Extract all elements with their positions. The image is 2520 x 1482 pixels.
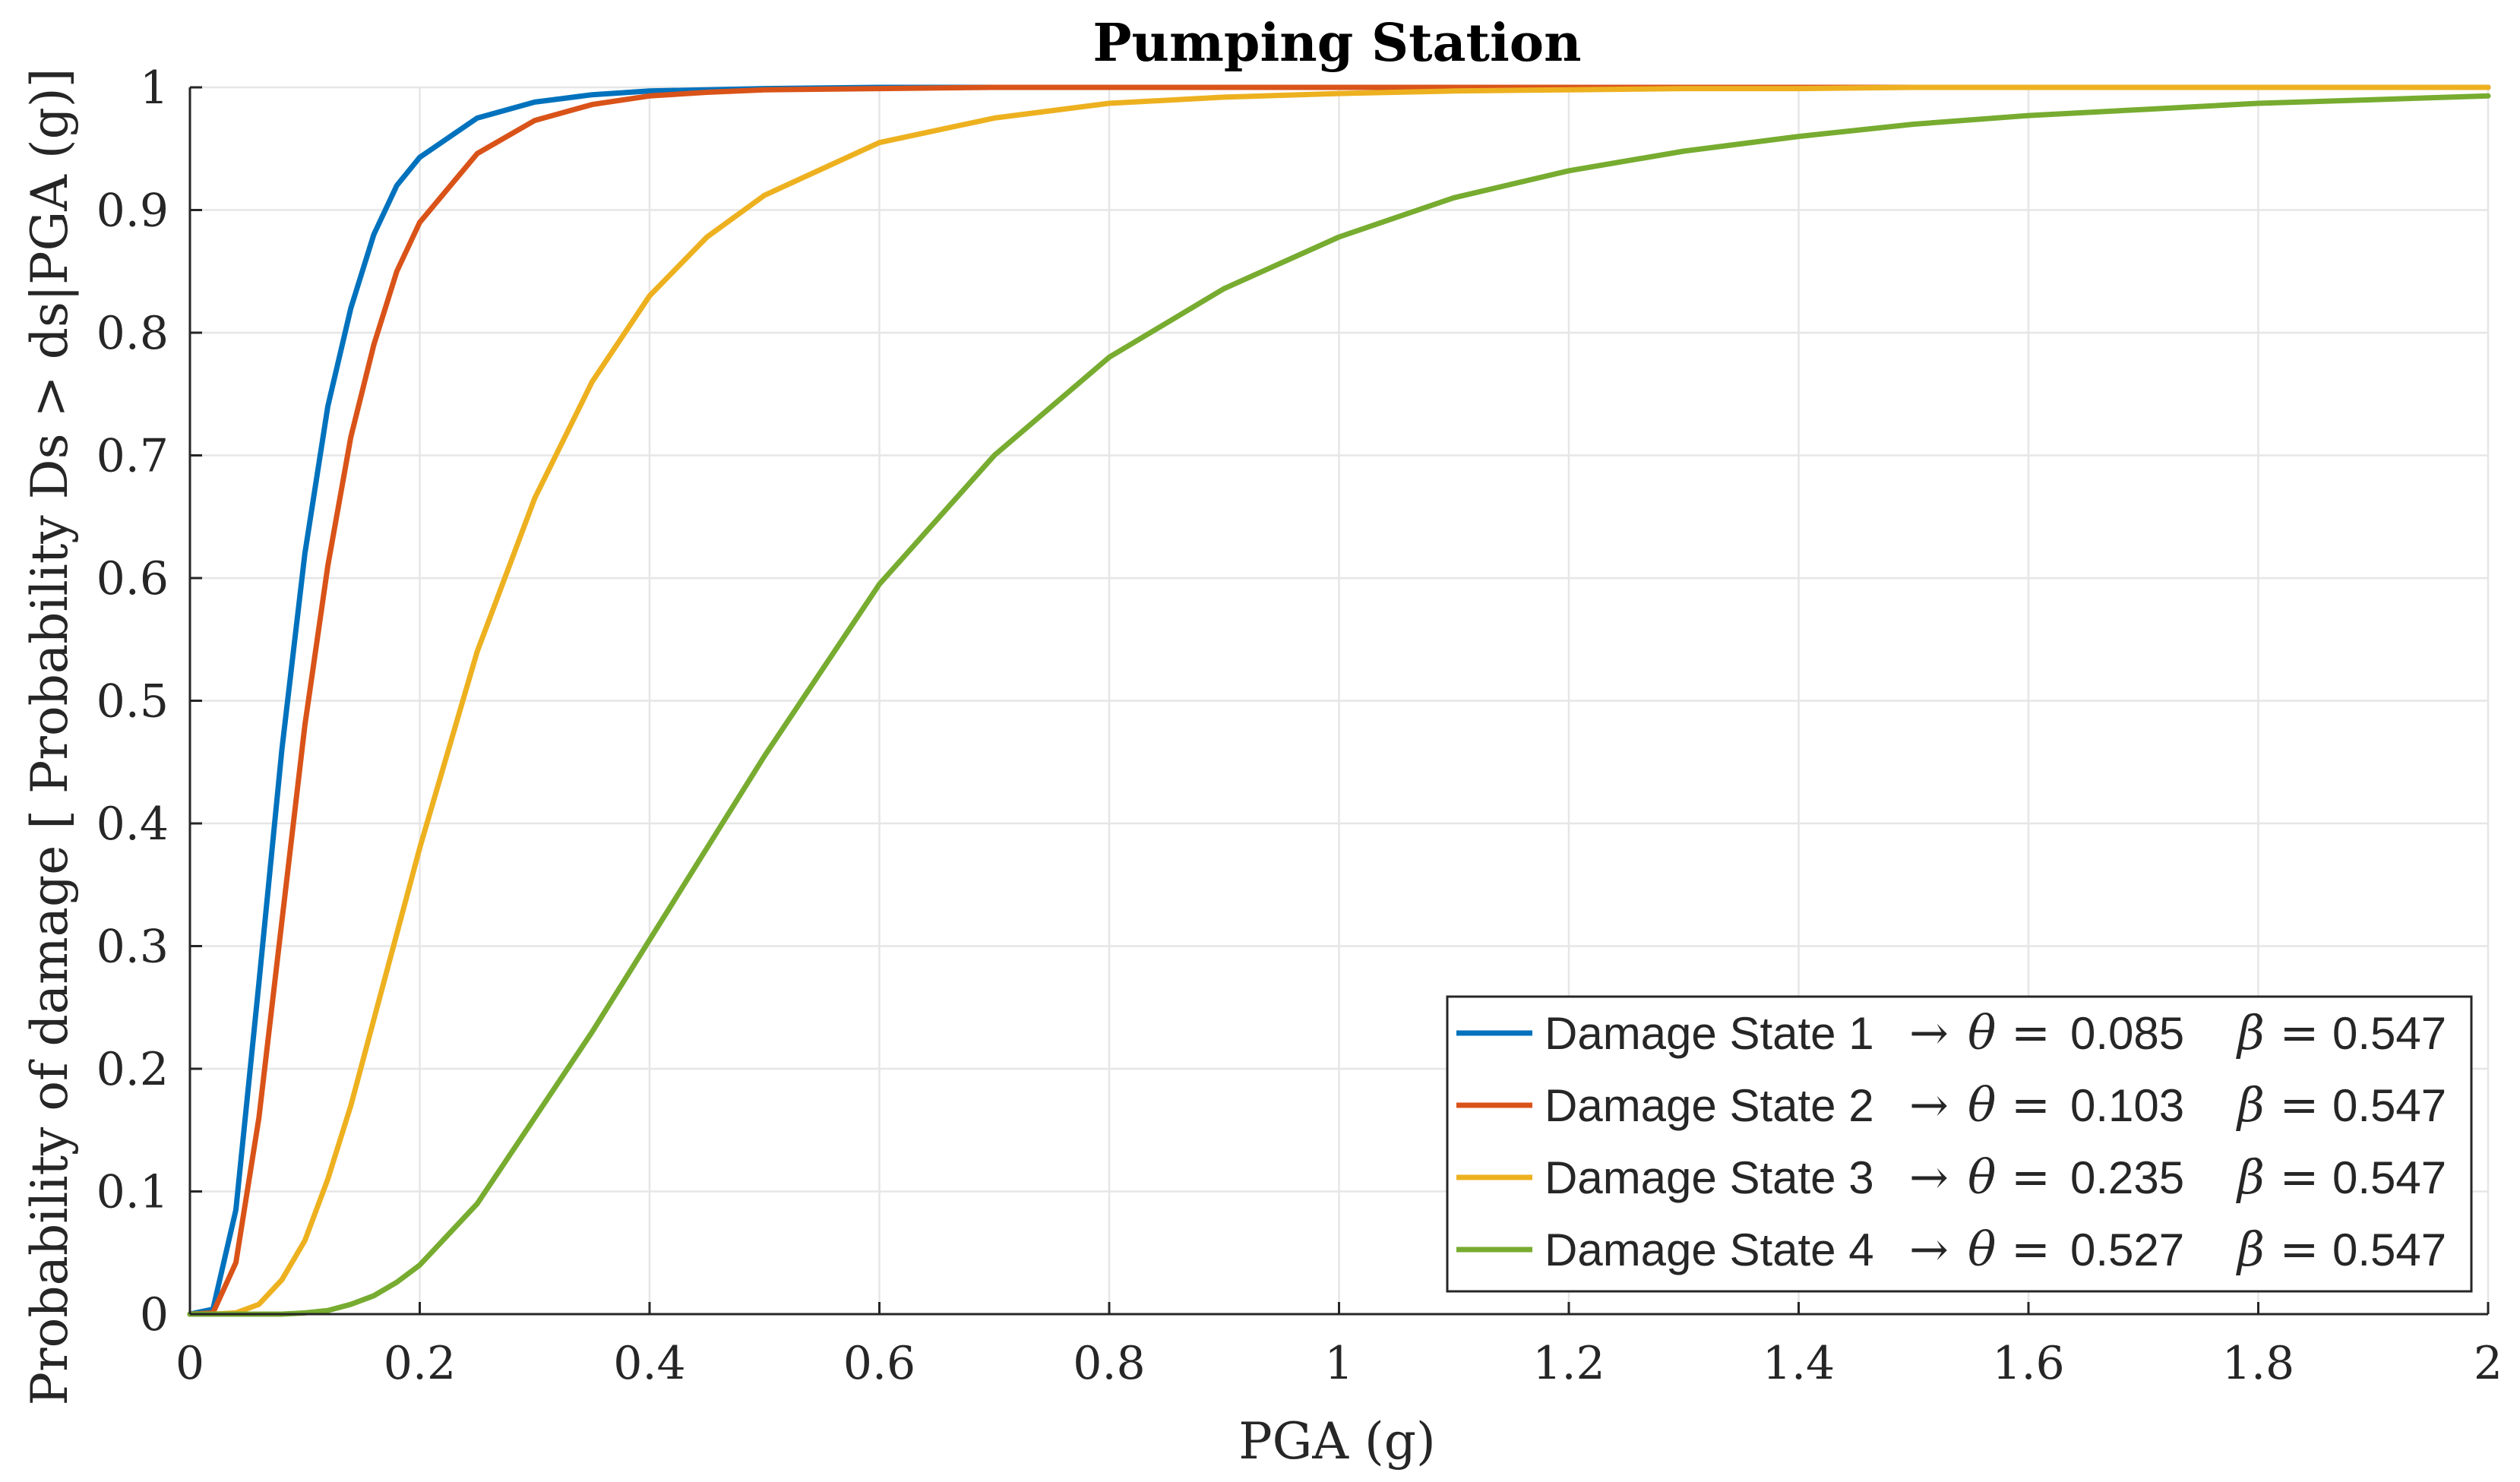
- beta-value: 0.547: [2332, 1008, 2446, 1059]
- theta-symbol: θ =: [1968, 1005, 2050, 1060]
- legend: Damage State 1 → θ = 0.085 β = 0.547 Damage St…: [1446, 995, 2473, 1293]
- y-tick-label: 0.7: [96, 430, 169, 483]
- y-tick-label: 0.5: [96, 675, 169, 728]
- legend-box: [1446, 995, 2473, 1293]
- y-tick-label: 0.9: [96, 185, 169, 238]
- arrow-symbol: →: [1909, 1077, 1949, 1133]
- x-tick-label: 0.8: [1073, 1337, 1145, 1390]
- y-tick-label: 1: [140, 62, 169, 115]
- arrow-symbol: →: [1909, 1149, 1949, 1205]
- x-tick-label: 2: [2474, 1337, 2503, 1390]
- x-tick-label: 1.2: [1532, 1337, 1605, 1390]
- y-tick-label: 0.3: [96, 921, 169, 974]
- x-tick-label: 1.8: [2222, 1337, 2294, 1390]
- tick-labels: 0 0.2 0.4 0.6 0.8 1 1.2 1.4 1.6 1.8 2 0 0.1 0.2 0.3 0.4…: [96, 62, 2503, 1390]
- beta-value: 0.547: [2332, 1080, 2446, 1131]
- beta-value: 0.547: [2332, 1152, 2446, 1203]
- legend-label: Damage State 3: [1545, 1152, 1874, 1203]
- beta-value: 0.547: [2332, 1224, 2446, 1275]
- legend-label: Damage State 4: [1545, 1224, 1874, 1275]
- theta-value: 0.085: [2070, 1008, 2184, 1059]
- y-tick-label: 0: [140, 1288, 169, 1341]
- theta-symbol: θ =: [1968, 1149, 2050, 1205]
- theta-symbol: θ =: [1968, 1221, 2050, 1277]
- y-tick-label: 0.6: [96, 552, 169, 605]
- series-line-damage-state-3: [187, 84, 2491, 1317]
- arrow-symbol: →: [1909, 1221, 1949, 1277]
- series-line-damage-state-4: [187, 93, 2491, 1317]
- y-axis-label: Probability of damage [ Probability Ds >…: [21, 68, 79, 1406]
- theta-value: 0.235: [2070, 1152, 2184, 1203]
- beta-symbol: β =: [2236, 1221, 2319, 1277]
- legend-label: Damage State 2: [1545, 1080, 1874, 1131]
- theta-value: 0.103: [2070, 1080, 2184, 1131]
- x-tick-label: 0.2: [384, 1337, 456, 1390]
- y-tick-label: 0.4: [96, 798, 169, 851]
- y-tick-label: 0.2: [96, 1043, 169, 1096]
- x-tick-label: 0.6: [843, 1337, 915, 1390]
- x-tick-label: 1: [1324, 1337, 1353, 1390]
- beta-symbol: β =: [2236, 1077, 2319, 1133]
- theta-value: 0.527: [2070, 1224, 2184, 1275]
- arrow-symbol: →: [1909, 1005, 1949, 1060]
- beta-symbol: β =: [2236, 1005, 2319, 1060]
- series-lines: [187, 84, 2491, 1317]
- y-tick-label: 0.8: [96, 307, 169, 360]
- x-tick-label: 1.4: [1763, 1337, 1835, 1390]
- x-tick-label: 0.4: [613, 1337, 685, 1390]
- x-tick-label: 0: [175, 1337, 204, 1390]
- chart-title: Pumping Station: [1092, 13, 1581, 74]
- legend-label: Damage State 1: [1545, 1008, 1874, 1059]
- axes: [188, 86, 2490, 1316]
- x-tick-label: 1.6: [1992, 1337, 2064, 1390]
- theta-symbol: θ =: [1968, 1077, 2050, 1133]
- beta-symbol: β =: [2236, 1149, 2319, 1205]
- x-axis-label: PGA (g): [1238, 1412, 1436, 1471]
- y-tick-label: 0.1: [96, 1166, 169, 1219]
